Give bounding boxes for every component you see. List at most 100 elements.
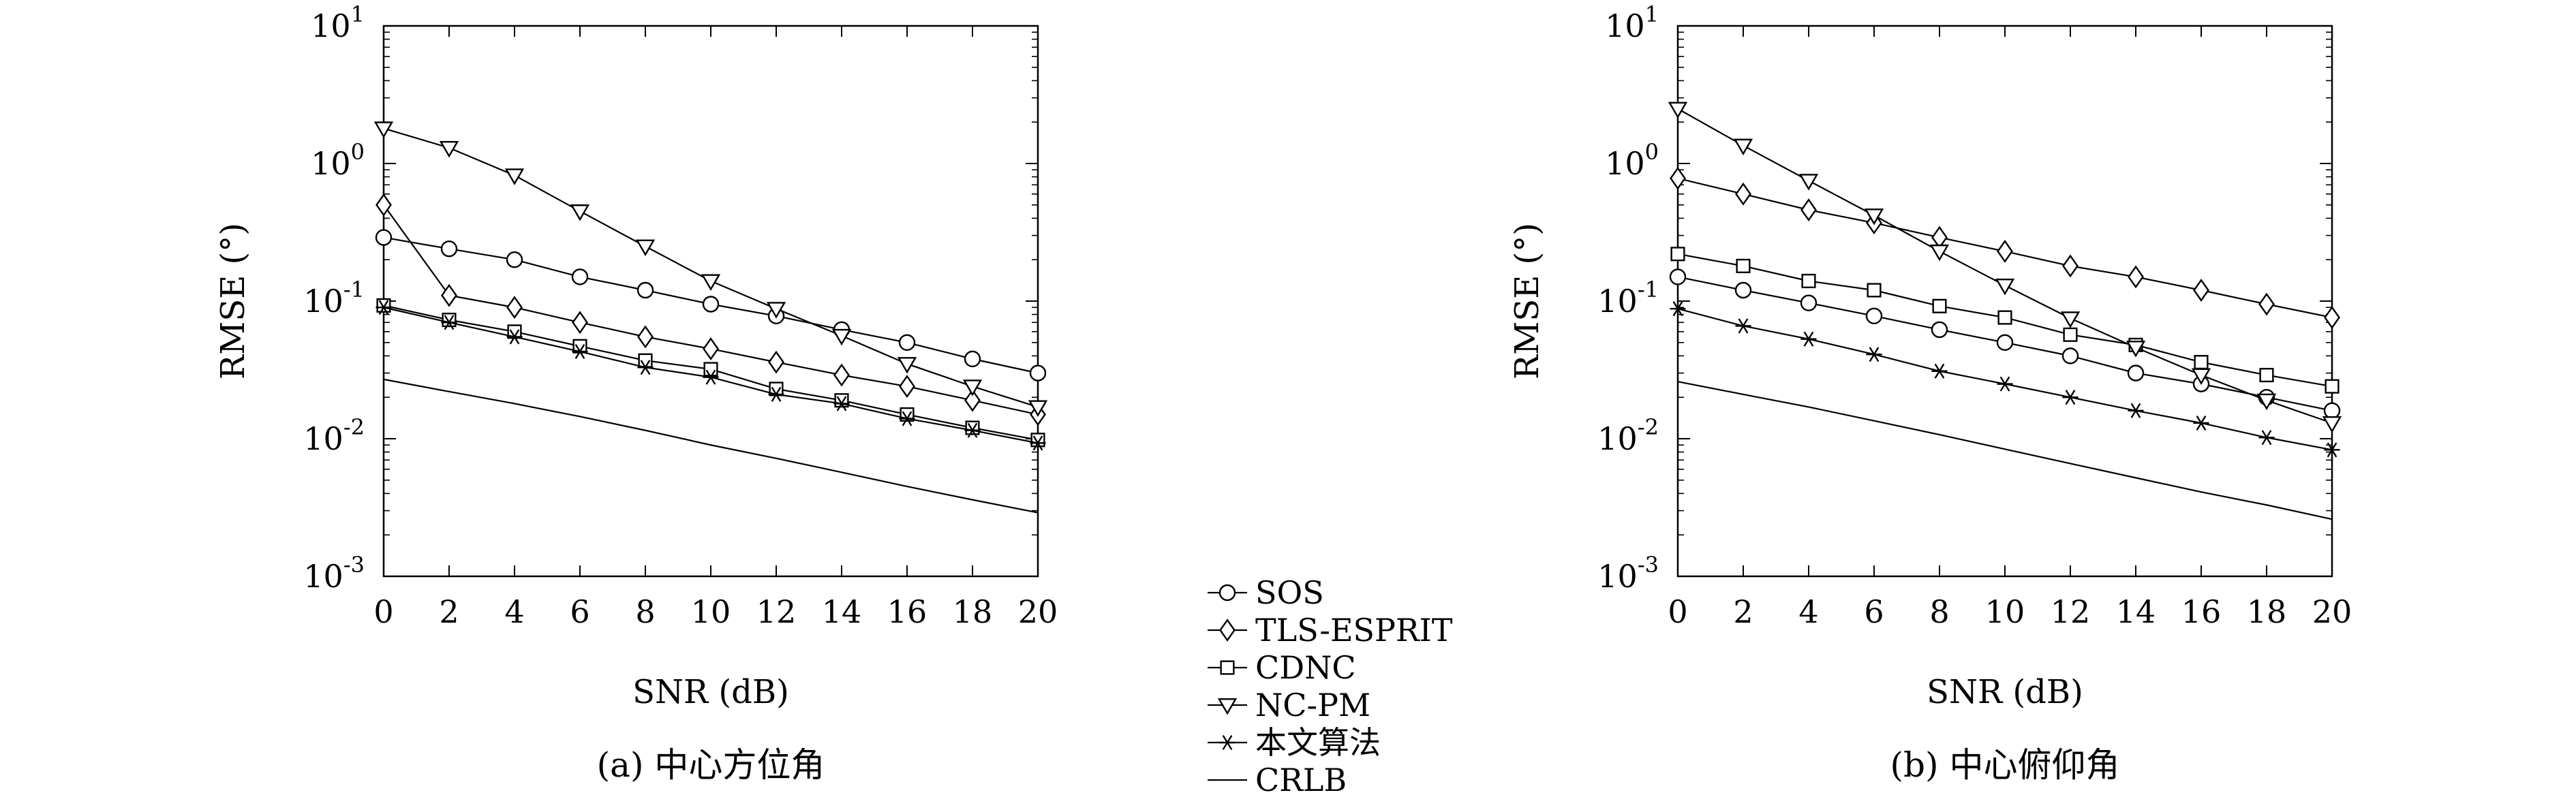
series-line-proposed (1677, 308, 2333, 451)
data-point-proposed (441, 315, 457, 330)
x-tick-label: 18 (2247, 593, 2287, 630)
data-point-cdnc (2325, 379, 2340, 394)
data-point-tls-esprit (768, 350, 784, 374)
data-point-proposed (1030, 435, 1046, 451)
x-tick-label: 10 (691, 593, 731, 630)
x-tick-label: 4 (1798, 593, 1818, 630)
data-point-proposed (1997, 376, 2013, 392)
y-tick-label: 10-3 (303, 552, 365, 595)
legend-item-nc-pm: NC-PM (1208, 687, 1370, 723)
y-tick-label: 10-3 (1597, 552, 1659, 595)
x-tick-label: 2 (439, 593, 459, 630)
legend-marker (1219, 619, 1236, 642)
legend-label: NC-PM (1255, 687, 1370, 723)
legend-item-sos: SOS (1208, 574, 1324, 611)
data-point-sos (2323, 402, 2341, 419)
data-point-proposed (1735, 318, 1751, 334)
data-point-tls-esprit (1670, 166, 1686, 190)
data-point-sos (571, 268, 589, 285)
x-tick-label: 0 (373, 593, 393, 630)
data-point-nc-pm (1668, 102, 1688, 119)
data-point-sos (1865, 307, 1883, 324)
x-tick-label: 6 (570, 593, 589, 630)
data-point-nc-pm (1995, 278, 2015, 296)
data-point-cdnc (2194, 355, 2209, 370)
data-point-proposed (1866, 347, 1882, 362)
data-point-nc-pm (2191, 368, 2211, 386)
data-point-proposed (572, 344, 588, 360)
panel-a: 0 2 4 6 8 10 12 14 16 18 20 10-3 10-2 10-1 100 101 SNR (… (214, 1, 1058, 785)
data-point-proposed (2128, 403, 2144, 418)
y-tick-label: 10-1 (1597, 277, 1659, 319)
data-point-nc-pm (1864, 208, 1884, 225)
data-point-nc-pm (701, 274, 721, 291)
data-point-cdnc (965, 420, 980, 435)
data-point-tls-esprit (2128, 265, 2144, 289)
legend-label: SOS (1255, 574, 1324, 611)
data-point-proposed (375, 300, 392, 315)
data-point-proposed (703, 369, 719, 385)
data-point-sos (1931, 321, 1948, 339)
data-point-nc-pm (504, 168, 525, 185)
y-tick-label: 100 (311, 139, 365, 182)
data-point-sos (506, 251, 523, 268)
data-point-sos (2127, 364, 2145, 381)
data-point-nc-pm (1798, 174, 1819, 191)
x-tick-label: 4 (504, 593, 524, 630)
data-point-nc-pm (635, 239, 656, 257)
series-line-crlb (1677, 381, 2333, 520)
data-point-tls-esprit (506, 296, 523, 319)
x-tick-label: 12 (756, 593, 797, 630)
series-line-crlb (383, 378, 1039, 514)
data-point-tls-esprit (899, 375, 915, 399)
data-point-proposed (2258, 430, 2275, 446)
data-point-proposed (2062, 390, 2079, 405)
legend-marker (1217, 698, 1238, 715)
x-axis-title: SNR (dB) (1927, 673, 2083, 711)
x-tick-label: 0 (1668, 593, 1687, 630)
data-point-sos (375, 229, 393, 246)
x-tick-label: 14 (822, 593, 862, 630)
data-point-proposed (2193, 415, 2209, 431)
y-axis-title: RMSE (°) (214, 223, 252, 379)
legend-item-cdnc: CDNC (1208, 649, 1356, 686)
data-point-nc-pm (962, 379, 983, 396)
data-point-sos (1996, 334, 2014, 352)
data-point-proposed (833, 396, 850, 411)
data-point-tls-esprit (2258, 292, 2275, 316)
legend-label: 本文算法 (1255, 724, 1381, 761)
data-point-cdnc (2063, 327, 2078, 342)
panel-caption: (b) 中心俯仰角 (1890, 745, 2120, 785)
data-point-cdnc (703, 362, 718, 377)
data-point-proposed (637, 360, 654, 375)
data-point-nc-pm (2322, 416, 2342, 433)
data-point-nc-pm (1028, 400, 1048, 417)
data-point-nc-pm (439, 140, 459, 158)
data-point-tls-esprit (2062, 254, 2079, 278)
data-point-tls-esprit (2324, 306, 2340, 330)
data-point-nc-pm (570, 204, 590, 221)
data-point-cdnc (1670, 247, 1685, 262)
data-point-tls-esprit (964, 388, 981, 412)
data-point-nc-pm (897, 357, 917, 374)
data-point-nc-pm (2126, 341, 2146, 358)
data-point-sos (1029, 364, 1047, 381)
data-point-nc-pm (766, 302, 786, 319)
data-point-sos (898, 334, 916, 352)
data-point-tls-esprit (572, 311, 588, 334)
x-tick-label: 18 (953, 593, 993, 630)
x-tick-label: 20 (1018, 593, 1058, 630)
legend-item-tls-esprit: TLS-ESPRIT (1208, 612, 1453, 649)
data-point-tls-esprit (1997, 239, 2013, 263)
legend-label: CRLB (1255, 762, 1347, 795)
x-tick-label: 6 (1864, 593, 1884, 630)
x-tick-label: 10 (1985, 593, 2025, 630)
data-point-tls-esprit (833, 363, 850, 387)
data-point-cdnc (1997, 310, 2012, 325)
series-line-nc-pm (1677, 108, 2333, 424)
data-point-nc-pm (373, 121, 394, 138)
data-point-tls-esprit (703, 337, 719, 360)
x-tick-label: 16 (2181, 593, 2222, 630)
